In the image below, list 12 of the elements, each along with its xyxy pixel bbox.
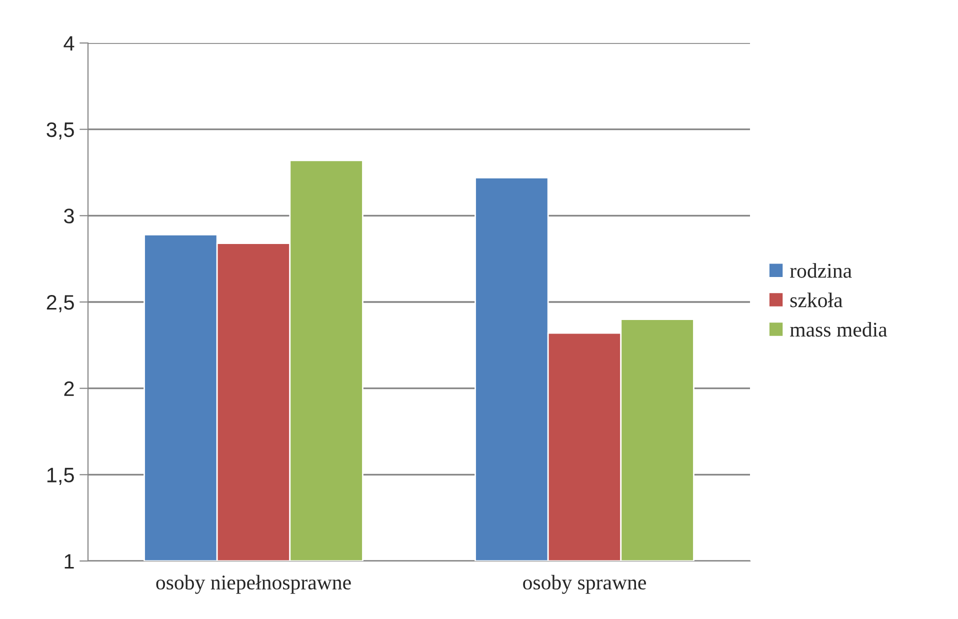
y-tick-label: 1,5 [47,468,74,485]
y-tick-label: 2 [64,381,74,396]
y-tick-label: 1 [64,554,74,569]
legend-label: rodzina [790,263,852,278]
y-tick-label: 2,5 [46,295,74,312]
legend-label: mass media [790,322,888,337]
x-tick-label: osoby niepełnosprawne [156,574,351,594]
y-tick-label: 4 [64,36,74,51]
x-tick-label: osoby sprawne [523,574,646,594]
legend-label: szkoła [790,292,843,308]
y-tick-label: 3,5 [46,122,74,140]
y-tick-label: 3 [64,208,74,224]
